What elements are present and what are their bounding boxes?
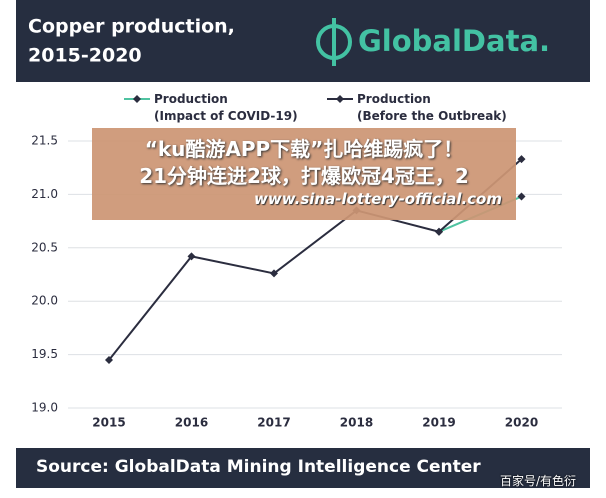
legend-label: Production (Before the Outbreak) <box>357 92 507 123</box>
y-tick-label: 20.0 <box>31 294 58 308</box>
chart-title: 2015-2020 <box>28 45 142 67</box>
point-marker <box>435 227 443 236</box>
y-tick-label: 21.0 <box>31 187 58 201</box>
y-tick-label: 20.5 <box>31 240 58 254</box>
chart-title: Copper production, <box>28 16 235 38</box>
source: Source: GlobalData Mining Intelligence C… <box>36 457 481 477</box>
x-tick-label: 2019 <box>422 416 455 430</box>
y-tick-label: 19.0 <box>31 401 58 415</box>
x-tick-label: 2016 <box>175 416 208 430</box>
point-marker <box>105 355 113 364</box>
x-tick-label: 2015 <box>92 416 125 430</box>
x-tick-label: 2017 <box>257 416 290 430</box>
point-marker <box>517 155 526 164</box>
ad-banner[interactable]: “ku酷游APP下载”扎哈维踢疯了！ 21分钟连进2球，打爆欧冠4冠王，2 ww… <box>92 128 516 220</box>
x-tick-label: 2018 <box>340 416 373 430</box>
legend-marker <box>336 95 344 103</box>
footer-band <box>16 448 590 488</box>
point-marker <box>517 192 526 201</box>
header-band <box>16 0 590 82</box>
logo-text: GlobalData. <box>358 24 550 58</box>
watermark: 百家号/有色衍 <box>500 474 577 488</box>
banner-line: 21分钟连进2球，打爆欧冠4冠王，2 <box>139 164 469 188</box>
x-tick-label: 2020 <box>505 416 538 430</box>
y-tick-label: 21.5 <box>31 134 58 148</box>
legend-marker <box>133 95 141 103</box>
logo-icon <box>316 18 352 66</box>
point-marker <box>187 252 196 261</box>
point-marker <box>270 269 278 278</box>
legend-label: Production (Impact of COVID-19) <box>154 92 298 123</box>
y-tick-label: 19.5 <box>31 347 58 361</box>
banner-url: www.sina-lottery-official.com <box>254 190 502 208</box>
banner-line: “ku酷游APP下载”扎哈维踢疯了！ <box>144 137 464 161</box>
